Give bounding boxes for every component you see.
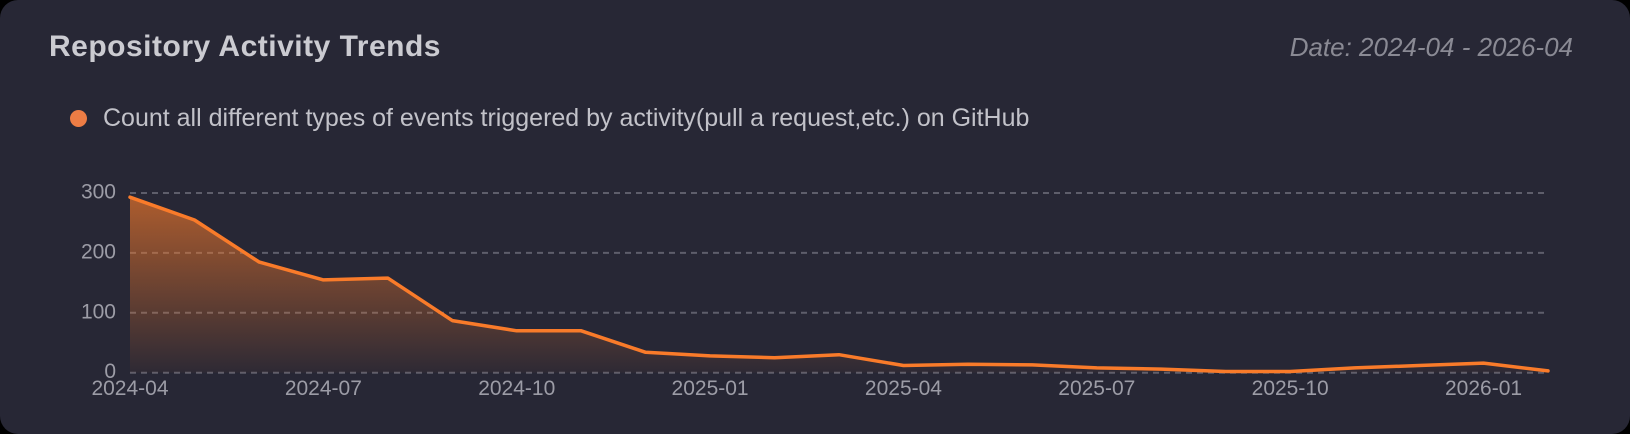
x-tick-label: 2025-10: [1252, 377, 1329, 400]
x-tick-label: 2024-07: [285, 377, 362, 400]
y-tick-label: 200: [81, 240, 116, 263]
area-fill: [130, 197, 1548, 373]
page-title: Repository Activity Trends: [49, 30, 441, 63]
trend-line: [128, 195, 1550, 374]
date-range-label: Date: 2024-04 - 2026-04: [1289, 32, 1573, 62]
x-tick-label: 2026-01: [1445, 377, 1522, 400]
legend-item-label: Count all different types of events trig…: [103, 104, 1030, 132]
y-tick-label: 0: [104, 360, 116, 383]
legend-marker-icon: [70, 110, 87, 127]
legend-item[interactable]: Count all different types of events trig…: [70, 104, 1029, 133]
plot-series: [128, 195, 1550, 374]
x-tick-label: 2024-10: [478, 377, 555, 400]
x-tick-label: 2025-04: [865, 377, 942, 400]
x-tick-label: 2024-04: [91, 377, 168, 400]
x-tick-label: 2025-01: [672, 377, 749, 400]
x-tick-label: 2025-07: [1058, 377, 1135, 400]
y-tick-label: 100: [81, 300, 116, 323]
axis-labels: 0 100 200 300 2024-04 2024-07 2024-10 2025-01 20…: [81, 181, 1522, 400]
y-tick-label: 300: [81, 181, 116, 204]
